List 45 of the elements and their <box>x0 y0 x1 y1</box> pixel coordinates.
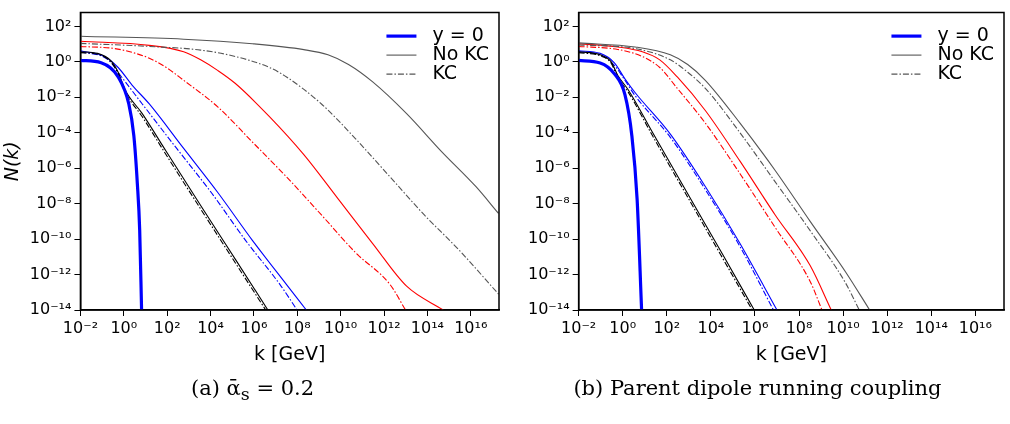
x-tick-label: 10² <box>153 317 181 337</box>
legend-label: KC <box>937 61 963 84</box>
x-axis-title: k [GeV] <box>755 341 827 364</box>
x-tick-label: 10⁻² <box>561 317 597 337</box>
x-tick-label: 10¹⁴ <box>410 317 445 337</box>
x-tick-label: 10² <box>653 317 681 337</box>
y-tick-label: 10⁻¹⁴ <box>527 299 570 319</box>
y-tick-label: 10⁻⁶ <box>534 157 570 177</box>
y-tick-label: 10⁻¹² <box>29 263 72 283</box>
y-tick-label: 10⁻¹⁰ <box>29 228 72 248</box>
x-tick-label: 10⁻² <box>62 317 99 337</box>
x-tick-label: 10¹⁰ <box>324 317 358 337</box>
x-tick-label: 10⁴ <box>197 317 224 337</box>
x-tick-label: 10⁸ <box>785 317 813 337</box>
y-tick-label: 10² <box>44 15 72 35</box>
y-tick-label: 10⁻⁴ <box>36 121 72 141</box>
y-tick-label: 10⁻² <box>534 86 570 106</box>
y-tick-label: 10⁰ <box>44 51 72 70</box>
x-tick-label: 10¹⁴ <box>914 317 948 337</box>
y-tick-label: 10⁻¹² <box>527 263 570 283</box>
x-tick-label: 10¹² <box>870 317 904 337</box>
x-tick-label: 10⁰ <box>609 317 637 337</box>
x-tick-label: 10¹⁶ <box>454 317 488 337</box>
y-tick-label: 10⁻⁸ <box>36 192 72 212</box>
x-tick-label: 10⁰ <box>110 317 138 337</box>
x-axis-title: k [GeV] <box>254 341 326 364</box>
y-tick-label: 10² <box>542 15 570 35</box>
y-tick-label: 10⁻⁸ <box>534 192 570 212</box>
x-tick-label: 10⁶ <box>240 317 268 337</box>
y-axis-title: N(k) <box>0 141 23 182</box>
x-tick-label: 10⁸ <box>283 317 311 337</box>
x-tick-label: 10⁴ <box>697 317 725 337</box>
y-tick-label: 10⁻¹⁰ <box>527 228 570 248</box>
y-tick-label: 10⁻¹⁴ <box>29 299 72 319</box>
x-tick-label: 10¹⁶ <box>958 317 992 337</box>
x-tick-label: 10⁶ <box>741 317 769 337</box>
y-tick-label: 10⁻² <box>36 86 72 106</box>
x-tick-label: 10¹² <box>367 317 401 337</box>
x-tick-label: 10¹⁰ <box>826 317 860 337</box>
text: (a) ᾱ$_{s}$ = 0.2 <box>189 376 316 405</box>
y-tick-label: 10⁰ <box>542 51 570 70</box>
legend-label: KC <box>432 61 458 84</box>
y-tick-label: 10⁻⁶ <box>36 157 72 177</box>
text: (b) Parent dipole running coupling <box>572 376 943 400</box>
y-tick-label: 10⁻⁴ <box>534 121 570 141</box>
